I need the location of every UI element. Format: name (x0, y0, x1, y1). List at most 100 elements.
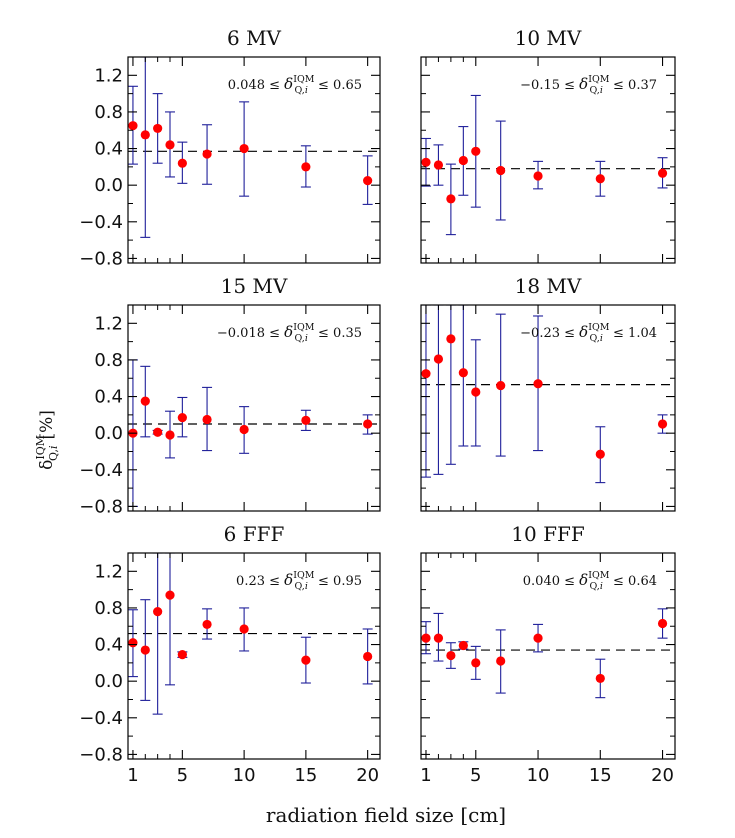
annotation-symbol: δ (579, 75, 588, 93)
annotation-sup: IQM (588, 570, 610, 581)
x-tick-label: 20 (651, 765, 674, 786)
panel-2: 10 MV −0.15 ≤ δIQM Q,i ≤ 0.37 (420, 26, 676, 264)
y-tick-label: −0.8 (79, 248, 123, 269)
annotation-leq: ≤ (560, 78, 579, 93)
annotation-sub-i: i (305, 85, 308, 96)
annotation-sup: IQM (588, 74, 610, 85)
data-point (446, 334, 456, 344)
annotation-sub: Q, (589, 85, 599, 96)
x-tick-label: 5 (470, 765, 481, 786)
data-point (533, 633, 543, 643)
data-point (153, 123, 163, 134)
y-axis-label-subscript: Q, (47, 449, 60, 461)
panel-frame (420, 304, 676, 512)
panel-title: 15 MV (221, 274, 288, 298)
panel-annotation: −0.018 ≤ δIQM Q,i ≤ 0.35 (217, 322, 362, 344)
data-point (363, 651, 373, 662)
annotation-leq-2: ≤ (609, 78, 628, 93)
panel-plot-area (128, 359, 380, 507)
annotation-lower: −0.15 (520, 78, 560, 93)
annotation-upper: 0.65 (333, 78, 362, 93)
panel-title: 6 FFF (224, 522, 285, 546)
annotation-leq: ≤ (265, 574, 284, 589)
data-point (165, 140, 175, 150)
data-point (363, 419, 373, 429)
data-point (433, 160, 444, 170)
data-point (301, 655, 311, 665)
data-point (140, 130, 150, 140)
y-tick-label: −0.4 (79, 460, 123, 481)
data-point (657, 618, 668, 629)
y-tick-label: 0.4 (94, 139, 123, 160)
y-tick-label: −0.8 (79, 496, 123, 517)
x-tick-label: 20 (356, 765, 379, 786)
panel-title: 10 MV (515, 26, 582, 50)
annotation-leq-2: ≤ (609, 326, 628, 341)
y-tick-label: 0.8 (94, 102, 123, 123)
annotation-symbol: δ (284, 571, 293, 589)
annotation-sup: IQM (293, 322, 315, 333)
panel-title: 6 MV (227, 26, 282, 50)
y-axis-label-unit: [%] (37, 410, 57, 439)
data-point (657, 419, 668, 429)
y-tick-label: 1.2 (94, 313, 123, 334)
x-tick-label: 1 (420, 765, 431, 786)
data-point (165, 430, 175, 440)
annotation-upper: 0.37 (628, 78, 657, 93)
panel-3: 15 MV 1.2 0.8 0.4 0.0 −0.4 −0.8 −0.018 ≤ δIQM Q,… (79, 274, 381, 517)
x-tick-label: 1 (127, 765, 138, 786)
data-point (595, 174, 605, 184)
data-point (239, 143, 249, 154)
data-point (165, 590, 175, 600)
annotation-sub: Q, (589, 333, 599, 344)
data-point (657, 168, 668, 178)
data-point (177, 650, 187, 660)
annotation-lower: −0.23 (520, 326, 560, 341)
annotation-sup: IQM (588, 322, 610, 333)
data-point (202, 149, 212, 159)
data-point (301, 415, 311, 425)
data-point (177, 158, 187, 168)
annotation-lower: 0.23 (236, 574, 265, 589)
panel-annotation: 0.040 ≤ δIQM Q,i ≤ 0.64 (523, 570, 657, 592)
data-point (458, 368, 468, 378)
data-point (446, 650, 456, 661)
y-tick-label: 0.0 (94, 175, 123, 196)
y-tick-label: −0.8 (79, 744, 123, 765)
x-tick-label: 5 (177, 765, 188, 786)
x-axis-label: radiation field size [cm] (266, 803, 506, 827)
data-point (128, 121, 138, 131)
annotation-lower: 0.040 (523, 574, 560, 589)
panel-title: 18 MV (515, 274, 582, 298)
annotation-upper: 0.64 (628, 574, 657, 589)
data-point (533, 171, 543, 181)
annotation-sub-i: i (305, 581, 308, 592)
panels-group: 6 MV 1.2 0.8 0.4 0.0 −0.4 −0.8 0.048 ≤ δIQM Q,i … (79, 26, 676, 786)
y-axis-label-symbol: δ (37, 460, 57, 470)
annotation-symbol: δ (579, 571, 588, 589)
annotation-symbol: δ (579, 323, 588, 341)
annotation-sub-i: i (600, 581, 603, 592)
panel-plot-area (421, 608, 675, 699)
data-point (363, 176, 373, 186)
data-point (595, 673, 605, 684)
y-tick-label: 0.4 (94, 387, 123, 408)
data-point (496, 380, 506, 391)
data-point (471, 658, 481, 668)
annotation-symbol: δ (284, 323, 293, 341)
panel-frame (127, 304, 381, 512)
panel-annotation: −0.15 ≤ δIQM Q,i ≤ 0.37 (520, 74, 657, 96)
annotation-upper: 0.95 (333, 574, 362, 589)
data-point (496, 165, 506, 176)
annotation-leq-2: ≤ (314, 78, 333, 93)
annotation-sub: Q, (294, 85, 304, 96)
annotation-lower: −0.018 (217, 326, 265, 341)
annotation-leq: ≤ (560, 574, 579, 589)
annotation-sup: IQM (293, 570, 315, 581)
y-tick-label: 0.4 (94, 635, 123, 656)
panel-1: 6 MV 1.2 0.8 0.4 0.0 −0.4 −0.8 0.048 ≤ δIQM Q,i … (79, 26, 381, 269)
y-tick-label: 0.8 (94, 598, 123, 619)
data-point (496, 656, 506, 666)
y-axis-label-subscript-i: i (47, 446, 60, 450)
